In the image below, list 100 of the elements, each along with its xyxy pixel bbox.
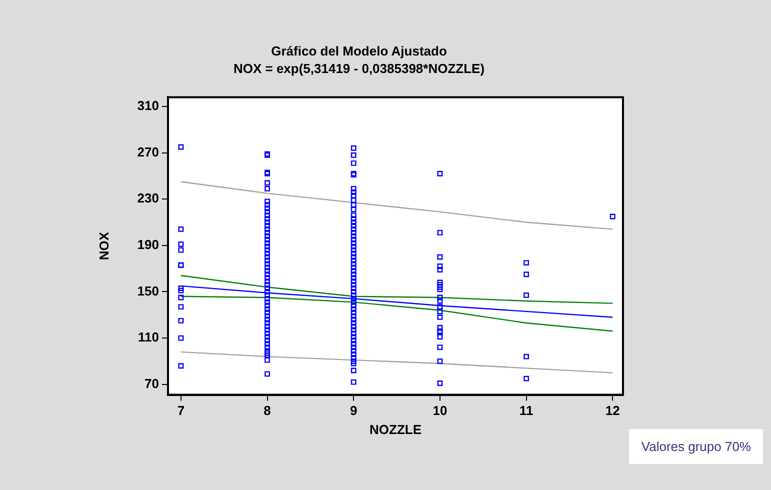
point bbox=[524, 260, 530, 266]
point bbox=[350, 247, 356, 253]
point bbox=[437, 170, 443, 176]
point bbox=[264, 268, 270, 274]
point bbox=[178, 226, 184, 232]
point bbox=[350, 192, 356, 198]
point bbox=[264, 357, 270, 363]
x-axis-title: NOZZLE bbox=[370, 422, 422, 437]
point bbox=[264, 306, 270, 312]
chart-title: Gráfico del Modelo Ajustado bbox=[271, 43, 447, 58]
y-tick-label: 230 bbox=[137, 190, 159, 206]
point bbox=[264, 310, 270, 316]
point bbox=[350, 316, 356, 322]
point bbox=[350, 341, 356, 347]
point bbox=[264, 316, 270, 322]
point bbox=[524, 354, 530, 360]
point bbox=[350, 330, 356, 336]
point bbox=[264, 247, 270, 253]
point bbox=[437, 380, 443, 386]
point bbox=[264, 244, 270, 250]
point bbox=[264, 233, 270, 239]
point bbox=[437, 358, 443, 364]
point bbox=[264, 250, 270, 256]
point bbox=[264, 258, 270, 264]
point bbox=[350, 368, 356, 374]
point bbox=[437, 280, 443, 286]
point bbox=[350, 278, 356, 284]
point bbox=[178, 242, 184, 247]
point bbox=[350, 240, 356, 246]
point bbox=[350, 258, 356, 264]
point bbox=[350, 320, 356, 326]
point bbox=[350, 306, 356, 312]
point bbox=[437, 308, 443, 314]
chart-subtitle: NOX = exp(5,31419 - 0,0385398*NOZZLE) bbox=[233, 60, 485, 76]
point bbox=[524, 292, 530, 298]
y-tick-label: 110 bbox=[138, 330, 159, 345]
y-tick-label: 310 bbox=[137, 98, 159, 114]
point bbox=[178, 335, 184, 341]
point bbox=[264, 198, 270, 204]
point bbox=[264, 338, 270, 344]
point bbox=[264, 206, 270, 212]
point bbox=[437, 230, 443, 236]
point bbox=[264, 202, 270, 208]
point bbox=[350, 145, 356, 151]
point bbox=[350, 275, 356, 281]
x-tick-label: 7 bbox=[177, 403, 185, 418]
point bbox=[350, 264, 356, 270]
point bbox=[350, 233, 356, 239]
point bbox=[264, 324, 270, 330]
point bbox=[350, 202, 356, 208]
point bbox=[437, 304, 443, 310]
point bbox=[350, 302, 356, 308]
point bbox=[178, 318, 184, 324]
point bbox=[350, 230, 356, 236]
x-tick-label: 9 bbox=[350, 403, 358, 418]
point bbox=[178, 304, 184, 310]
point bbox=[350, 327, 356, 333]
point bbox=[437, 334, 443, 340]
point bbox=[178, 288, 184, 294]
point bbox=[350, 360, 356, 366]
y-axis-title: NOX bbox=[96, 232, 112, 260]
point bbox=[350, 160, 356, 166]
point bbox=[264, 236, 270, 242]
y-tick-label: 150 bbox=[137, 283, 159, 298]
point bbox=[437, 344, 443, 350]
point bbox=[264, 261, 270, 267]
point bbox=[350, 244, 356, 250]
point bbox=[610, 214, 616, 220]
point bbox=[437, 314, 443, 320]
point bbox=[437, 254, 443, 260]
point bbox=[264, 313, 270, 319]
text: Valores grupo 70% bbox=[641, 439, 751, 454]
point bbox=[178, 363, 184, 369]
point bbox=[350, 254, 356, 260]
point bbox=[350, 324, 356, 330]
point bbox=[350, 313, 356, 319]
point bbox=[350, 261, 356, 267]
point bbox=[350, 250, 356, 256]
point bbox=[350, 268, 356, 274]
x-tick-label: 11 bbox=[519, 403, 534, 418]
point bbox=[178, 247, 184, 253]
point bbox=[437, 324, 443, 330]
point bbox=[350, 310, 356, 316]
point bbox=[264, 341, 270, 347]
point bbox=[264, 275, 270, 281]
y-tick-label: 70 bbox=[144, 376, 159, 391]
point bbox=[264, 371, 270, 377]
point bbox=[264, 272, 270, 278]
point bbox=[264, 330, 270, 336]
point bbox=[437, 294, 443, 300]
point bbox=[437, 286, 443, 292]
point bbox=[524, 376, 530, 382]
point bbox=[264, 327, 270, 333]
point bbox=[350, 334, 356, 340]
point bbox=[350, 379, 356, 385]
point bbox=[264, 180, 270, 186]
x-tick-label: 8 bbox=[264, 403, 271, 418]
point bbox=[178, 294, 184, 300]
y-tick-label: 190 bbox=[137, 237, 159, 252]
point bbox=[350, 299, 356, 305]
